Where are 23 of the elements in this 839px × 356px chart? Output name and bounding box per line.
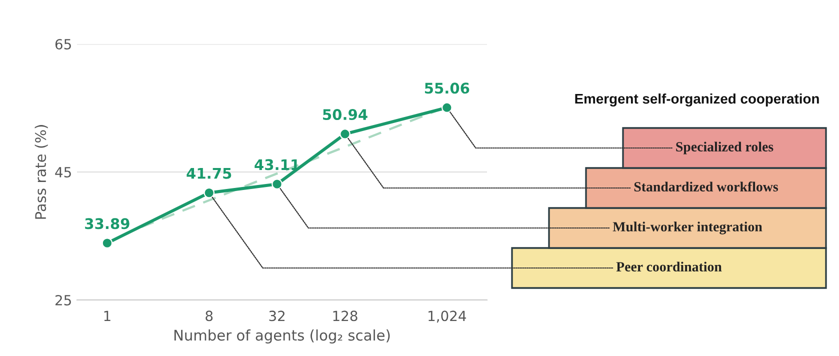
text: Emergent self-organized cooperation xyxy=(575,93,819,107)
y-tick-label: 25 xyxy=(55,294,71,306)
x-tick-label: 1,024 xyxy=(428,310,466,323)
x-tick-label: 128 xyxy=(333,310,358,322)
annotation: Peer coordination xyxy=(616,262,722,272)
y-tick-label: 45 xyxy=(55,167,71,178)
data-label: 41.75 xyxy=(186,168,232,179)
x-tick-label: 32 xyxy=(269,310,285,322)
x-tick-label: 8 xyxy=(206,310,213,322)
annotation: Specialized roles xyxy=(676,142,774,154)
y-tick-label: 65 xyxy=(55,38,71,50)
point xyxy=(272,178,282,190)
annotation: Multi-worker integration xyxy=(612,222,762,234)
x-axis-title: Number of agents (log₂ scale) xyxy=(174,329,390,344)
data-label: 55.06 xyxy=(424,82,470,94)
x-tick-label: 1 xyxy=(104,310,110,321)
data-label: 43.11 xyxy=(254,159,300,170)
y-axis-title: Pass rate (%) xyxy=(34,125,48,219)
point xyxy=(442,102,452,114)
point xyxy=(102,238,113,249)
data-label: 33.89 xyxy=(85,218,130,230)
data-label: 50.94 xyxy=(323,109,368,120)
annotation: Standardized workflows xyxy=(634,182,778,192)
